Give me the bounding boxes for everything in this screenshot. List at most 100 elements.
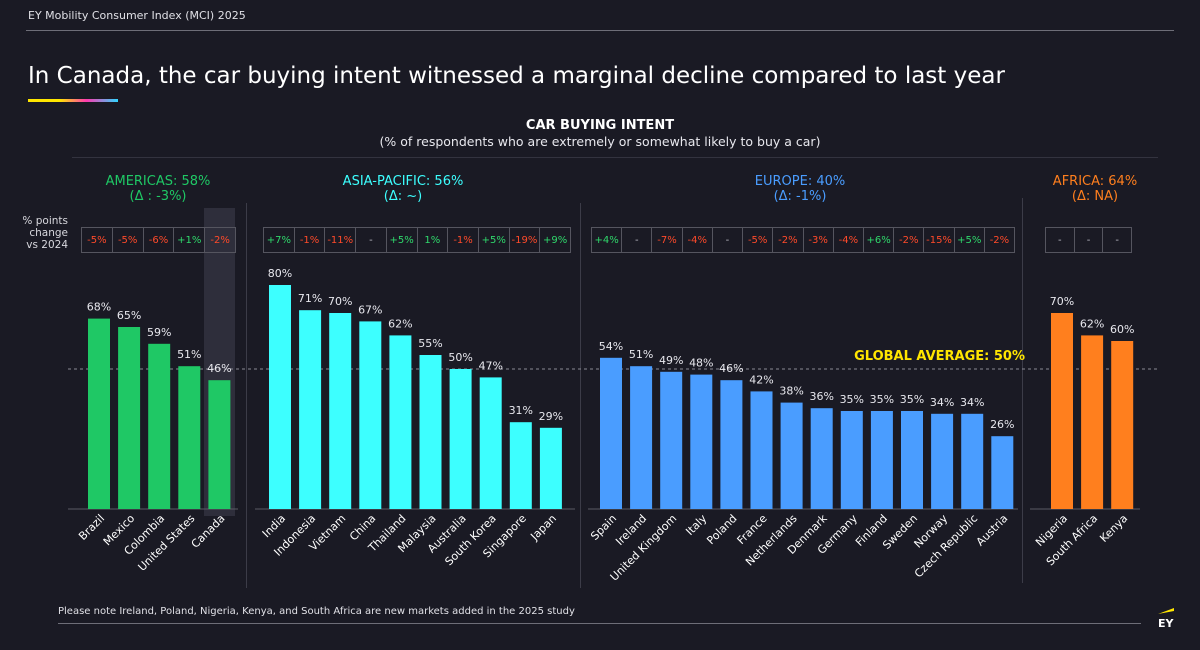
delta-cell: +5%: [387, 228, 418, 252]
bar-value-label: 60%: [1110, 323, 1134, 336]
category-label: Kenya: [1097, 512, 1130, 545]
bar-value-label: 47%: [478, 359, 502, 372]
bar-indonesia: [299, 310, 322, 509]
bar-sweden: [901, 411, 923, 509]
bar-value-label: 26%: [990, 418, 1014, 431]
bar-value-label: 50%: [448, 351, 472, 364]
bar-nigeria: [1051, 313, 1073, 509]
delta-cell: +7%: [264, 228, 295, 252]
delta-cell: -2%: [773, 228, 804, 252]
bar-value-label: 35%: [900, 393, 924, 406]
bar-value-label: 70%: [328, 295, 352, 308]
bar-spain: [600, 357, 622, 509]
header-divider: [26, 30, 1174, 31]
bar-france: [750, 391, 773, 509]
bar-netherlands: [780, 402, 803, 509]
delta-row-americas: -5% -5% -6% +1% -2%: [81, 227, 236, 253]
subtitle-divider: [72, 157, 1158, 158]
bar-czech-republic: [961, 413, 984, 509]
chart-title: CAR BUYING INTENT: [525, 118, 675, 133]
delta-cell: -5%: [743, 228, 774, 252]
delta-cell: -: [622, 228, 653, 252]
bar-ireland: [630, 366, 653, 509]
bar-united-states: [178, 366, 201, 509]
delta-row-asia-pacific: +7% -1% -11% - +5% 1% -1% +5% -19% +9%: [263, 227, 571, 253]
delta-cell: -: [1046, 228, 1075, 252]
delta-cell: -2%: [894, 228, 925, 252]
chart-subtitle: (% of respondents who are extremely or s…: [379, 134, 821, 149]
bar-south-africa: [1081, 335, 1104, 509]
bar-value-label: 54%: [599, 340, 623, 353]
region-delta: (Δ: NA): [1071, 189, 1119, 204]
bar-mexico: [118, 327, 141, 509]
delta-cell: -1%: [295, 228, 326, 252]
delta-cell: -11%: [325, 228, 357, 252]
page-headline: In Canada, the car buying intent witness…: [28, 63, 1005, 89]
delta-cell: -1%: [448, 228, 479, 252]
delta-cell: -4%: [834, 228, 864, 252]
bar-value-label: 51%: [177, 348, 201, 361]
bar-value-label: 55%: [418, 337, 442, 350]
bar-value-label: 49%: [659, 354, 683, 367]
category-label: Austria: [974, 512, 1011, 549]
bar-china: [359, 321, 382, 509]
region-delta: (Δ: -1%): [773, 189, 827, 204]
global-average-label: GLOBAL AVERAGE: 50%: [854, 349, 1025, 364]
delta-cell: -2%: [989, 234, 1010, 246]
bar-brazil: [88, 318, 110, 509]
bar-value-label: 35%: [840, 393, 864, 406]
bar-colombia: [148, 343, 171, 509]
bar-value-label: 35%: [870, 393, 894, 406]
bar-value-label: 70%: [1050, 295, 1074, 308]
bar-germany: [840, 411, 863, 509]
bar-austria: [991, 436, 1014, 509]
bar-value-label: 34%: [960, 396, 984, 409]
bar-value-label: 31%: [509, 404, 533, 417]
bar-denmark: [810, 408, 833, 509]
bar-value-label: 65%: [117, 309, 141, 322]
bar-south-korea: [479, 377, 502, 509]
bar-japan: [539, 427, 562, 509]
headline-accent-bar: [28, 99, 118, 102]
delta-cell: -: [356, 228, 387, 252]
delta-cell: -5%: [113, 228, 144, 252]
delta-cell: +4%: [592, 228, 623, 252]
region-header-europe: EUROPE: 40% (Δ: -1%): [720, 174, 880, 204]
bar-value-label: 51%: [629, 348, 653, 361]
delta-cell: -: [1075, 228, 1104, 252]
bar-value-label: 38%: [779, 385, 803, 398]
delta-cell: -4%: [683, 228, 713, 252]
region-delta: (Δ: ~): [383, 189, 423, 204]
region-label: ASIA-PACIFIC: 56%: [342, 174, 464, 189]
ey-logo-beam-icon: EY: [1158, 608, 1175, 630]
delta-row-africa: ---: [1045, 227, 1132, 253]
bar-value-label: 62%: [1080, 317, 1104, 330]
bar-kenya: [1111, 341, 1134, 509]
bar-finland: [870, 411, 893, 509]
delta-cell: -5%: [82, 228, 113, 252]
region-separator: [1022, 198, 1023, 583]
delta-cell: +1%: [174, 228, 206, 252]
region-label: AFRICA: 64%: [1052, 174, 1138, 189]
footnote: Please note Ireland, Poland, Nigeria, Ke…: [58, 606, 575, 617]
delta-cell: -19%: [510, 228, 541, 252]
bar-value-label: 67%: [358, 303, 382, 316]
bar-india: [269, 285, 291, 509]
category-label: Poland: [704, 512, 739, 547]
delta-cell: -7%: [652, 228, 683, 252]
category-label: Japan: [527, 512, 559, 544]
bar-canada: [208, 380, 231, 509]
delta-row-europe: +4% - -7% -4% - -5% -2% -3% -4% +6% -2% -15% +5% -2%: [591, 227, 1015, 253]
delta-cell: +6%: [864, 228, 895, 252]
bar-italy: [690, 374, 713, 509]
bar-united-kingdom: [660, 371, 683, 509]
bar-singapore: [509, 422, 532, 509]
bar-value-label: 71%: [298, 292, 322, 305]
bar-australia: [449, 369, 472, 509]
region-header-americas: AMERICAS: 58% (Δ : -3%): [80, 174, 236, 204]
bar-value-label: 42%: [749, 373, 773, 386]
category-label: Canada: [189, 512, 228, 551]
bar-value-label: 68%: [87, 301, 111, 314]
delta-cell: 1%: [418, 228, 449, 252]
delta-cell: +9%: [543, 234, 568, 246]
